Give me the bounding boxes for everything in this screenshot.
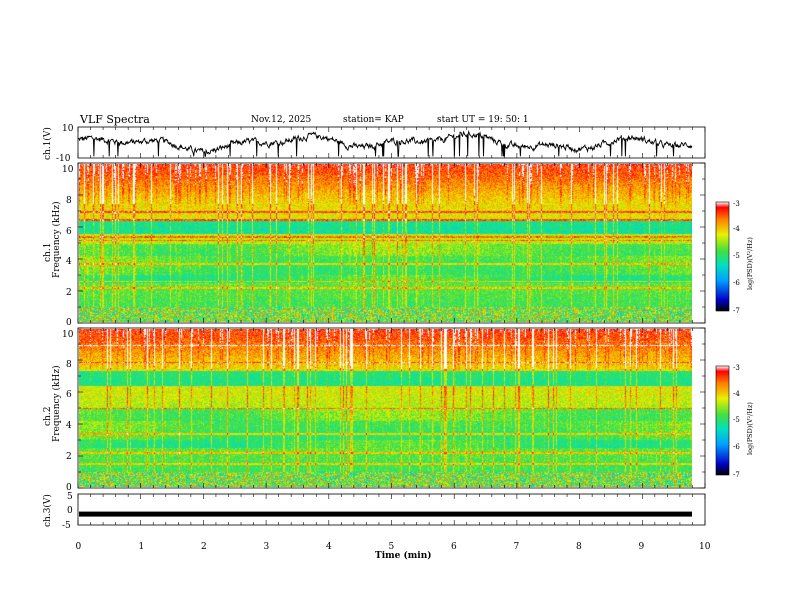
ch1-ytick-10: 10 bbox=[62, 165, 74, 175]
ch1-cbar-tick: -5 bbox=[733, 252, 740, 260]
ch1-cbar-tick: -7 bbox=[733, 307, 740, 315]
ch2-spectrogram-panel: 0 2 4 6 8 10 ch.2 Frequency (kHz) bbox=[43, 327, 706, 493]
ch1-ylabel: Frequency (kHz) bbox=[51, 201, 62, 278]
ch1-cbar-label: log(PSD)(V²/Hz) bbox=[746, 237, 754, 290]
ch2-ytick-10: 10 bbox=[62, 330, 74, 340]
chart-title: VLF Spectra bbox=[80, 113, 150, 126]
ch3-waveform-trace bbox=[79, 511, 692, 517]
x-tick-label: 6 bbox=[451, 542, 457, 552]
ch1-cbar-tick: -4 bbox=[733, 225, 740, 233]
ch1-cbar-tick: -6 bbox=[733, 279, 740, 287]
ch2-cbar-tick: -6 bbox=[733, 443, 740, 451]
start-time-label: start UT = 19: 50: 1 bbox=[437, 115, 529, 125]
x-tick-label: 2 bbox=[201, 542, 207, 552]
date-label: Nov.12, 2025 bbox=[251, 115, 312, 125]
ch1-waveform-panel: 10 -10 ch.1(V) bbox=[42, 124, 706, 164]
ch1-waveform-trace bbox=[77, 130, 693, 157]
x-tick-label: 4 bbox=[326, 542, 332, 552]
ch1-colorbar: -3 -4 -5 -6 -7 log(PSD)(V²/Hz) bbox=[715, 200, 754, 315]
x-tick-label: 0 bbox=[76, 542, 82, 552]
ch2-cbar-tick: -4 bbox=[733, 390, 740, 398]
ch1-spectrogram-panel: 0 2 4 6 8 10 ch.1 Frequency (kHz) bbox=[43, 162, 706, 328]
ch1-ytick-top: 10 bbox=[62, 124, 74, 134]
ch1-ylabel: ch.1(V) bbox=[42, 127, 53, 160]
ch1-ytick-6: 6 bbox=[66, 227, 72, 237]
ch1-ytick-bottom: -10 bbox=[56, 154, 71, 164]
x-tick-label: 10 bbox=[699, 542, 711, 552]
ch2-ytick-8: 8 bbox=[66, 360, 72, 370]
x-tick-label: 7 bbox=[514, 542, 520, 552]
ch2-title: ch.2 bbox=[43, 407, 53, 426]
ch2-cbar-label: log(PSD)(V²/Hz) bbox=[746, 402, 754, 455]
ch2-cbar-tick: -5 bbox=[733, 416, 740, 424]
ch2-colorbar: -3 -4 -5 -6 -7 log(PSD)(V²/Hz) bbox=[715, 364, 754, 479]
x-tick-label: 8 bbox=[576, 542, 582, 552]
ch2-ytick-0: 0 bbox=[66, 483, 72, 493]
station-label: station= KAP bbox=[343, 115, 404, 125]
ch2-cbar-tick: -7 bbox=[733, 471, 740, 479]
ch1-title: ch.1 bbox=[43, 243, 53, 262]
x-tick-label: 3 bbox=[264, 542, 270, 552]
ch2-ytick-2: 2 bbox=[66, 452, 72, 462]
ch1-ytick-2: 2 bbox=[66, 288, 72, 298]
ch1-ytick-8: 8 bbox=[66, 196, 72, 206]
ch3-ytick-0: 0 bbox=[67, 506, 73, 516]
ch3-ylabel: ch.3(V) bbox=[42, 494, 53, 527]
x-tick-label: 5 bbox=[389, 542, 395, 552]
ch3-ytick-minus5: -5 bbox=[62, 521, 71, 531]
x-axis-label: Time (min) bbox=[375, 550, 432, 561]
ch3-ytick-5: 5 bbox=[67, 492, 73, 502]
ch2-ytick-6: 6 bbox=[66, 390, 72, 400]
ch1-cbar-tick: -3 bbox=[733, 200, 740, 208]
ch1-ytick-0: 0 bbox=[66, 318, 72, 328]
ch1-ytick-4: 4 bbox=[66, 257, 72, 267]
ch2-ylabel: Frequency (kHz) bbox=[51, 365, 62, 442]
ch2-spectrogram-image bbox=[79, 329, 692, 487]
x-tick-label: 9 bbox=[639, 542, 645, 552]
x-tick-label: 1 bbox=[139, 542, 145, 552]
ch1-spectrogram-image bbox=[79, 164, 692, 322]
ch3-waveform-panel: 5 0 -5 ch.3(V) bbox=[42, 492, 706, 531]
ch2-cbar-tick: -3 bbox=[733, 364, 740, 372]
ch2-ytick-4: 4 bbox=[66, 421, 72, 431]
x-axis: 0 1 2 3 4 5 6 7 8 9 10 Time (min) bbox=[76, 542, 711, 561]
